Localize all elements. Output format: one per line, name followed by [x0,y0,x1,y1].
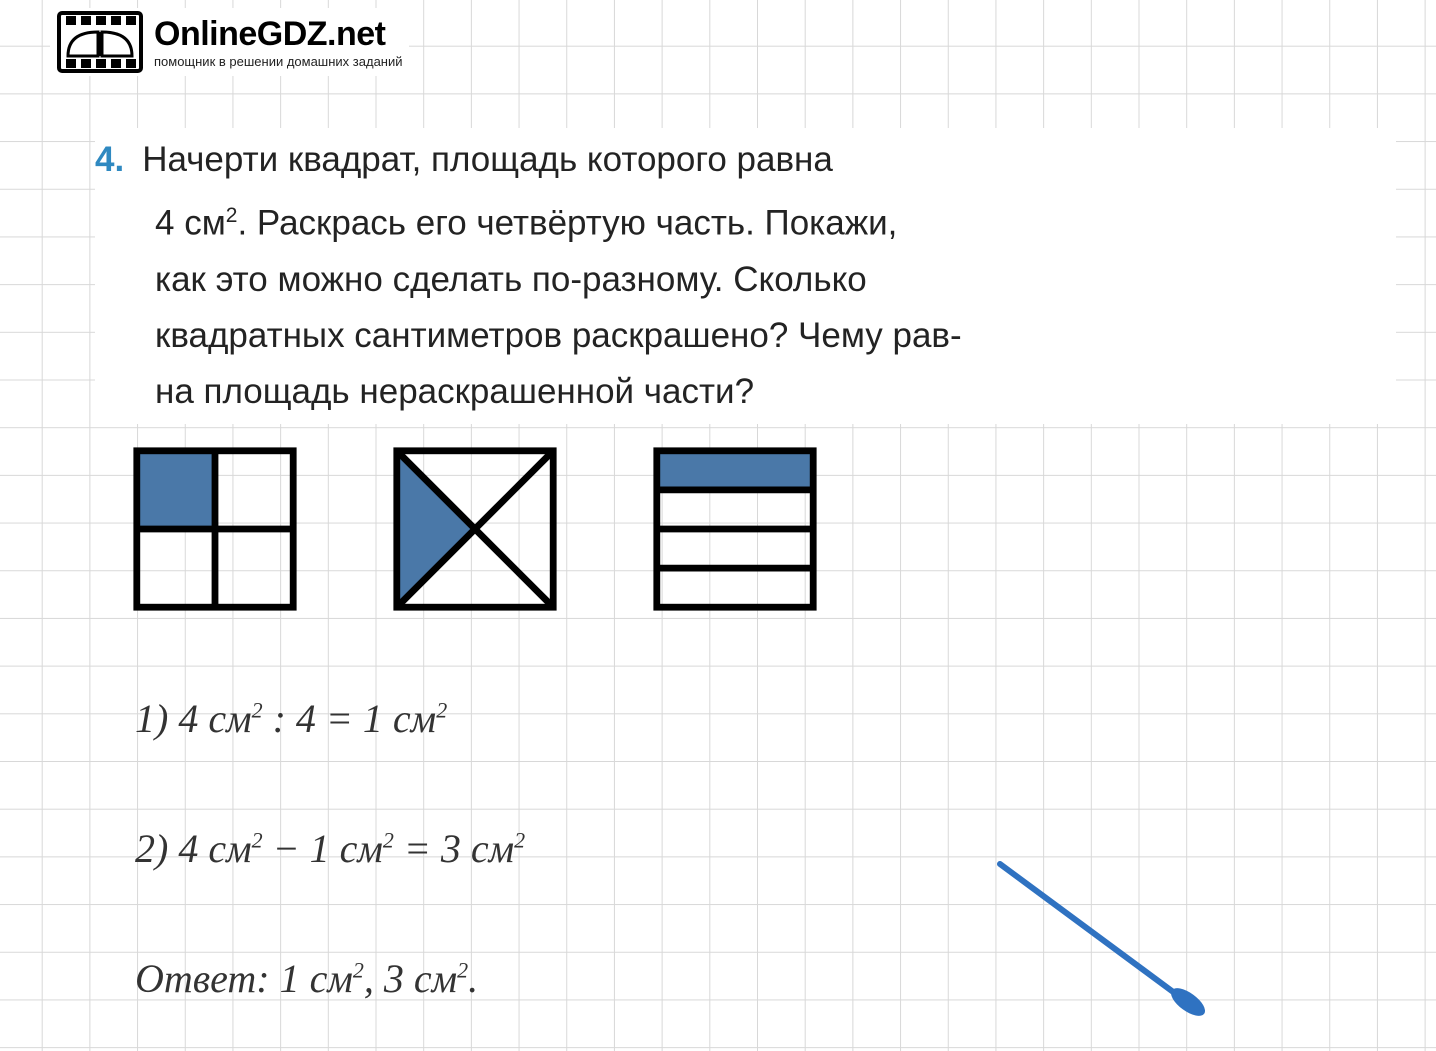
answer-part-a: Ответ: 1 см [135,956,353,1001]
problem-line-2a: 4 см [155,204,226,243]
site-logo: OnlineGDZ.net помощник в решении домашни… [50,8,409,76]
answer-part-b: , 3 см [364,956,457,1001]
step2-part-c: = 3 см [394,826,514,871]
answer-sup-1: 2 [353,958,364,983]
problem-line-2-sup: 2 [226,204,238,227]
solution-answer: Ответ: 1 см2, 3 см2. [135,955,478,1002]
page-content: OnlineGDZ.net помощник в решении домашни… [0,0,1436,1051]
step2-sup-1: 2 [252,828,263,853]
step2-sup-2: 2 [383,828,394,853]
step2-sup-3: 2 [514,828,525,853]
problem-statement: 4. Начерти квадрат, площадь которого равн… [95,128,1396,424]
logo-subtitle: помощник в решении домашних заданий [154,54,403,69]
step1-sup-2: 2 [436,698,447,723]
problem-line-4: квадратных сантиметров раскрашено? Чему … [95,308,1396,364]
answer-sup-2: 2 [457,958,468,983]
problem-line-1: Начерти квадрат, площадь которого равна [142,140,833,179]
step2-part-b: − 1 см [263,826,383,871]
step1-part-a: 1) 4 см [135,696,252,741]
step1-sup-1: 2 [252,698,263,723]
problem-line-5: на площадь нераскрашенной части? [95,364,1396,420]
square-quarter-cell [130,444,300,614]
step2-part-a: 2) 4 см [135,826,252,871]
square-quarter-triangle [390,444,560,614]
square-quarter-strip [650,444,820,614]
book-filmstrip-icon [56,10,144,74]
solution-diagrams [130,444,820,614]
answer-part-c: . [468,956,478,1001]
logo-title: OnlineGDZ.net [154,15,403,54]
problem-number: 4. [95,140,124,179]
solution-step-1: 1) 4 см2 : 4 = 1 см2 [135,695,447,742]
pointer-icon [980,852,1220,1022]
solution-step-2: 2) 4 см2 − 1 см2 = 3 см2 [135,825,525,872]
problem-line-3: как это можно сделать по-разному. Скольк… [95,252,1396,308]
problem-line-2b: . Раскрась его четвёртую часть. Покажи, [237,204,897,243]
step1-part-b: : 4 = 1 см [263,696,437,741]
